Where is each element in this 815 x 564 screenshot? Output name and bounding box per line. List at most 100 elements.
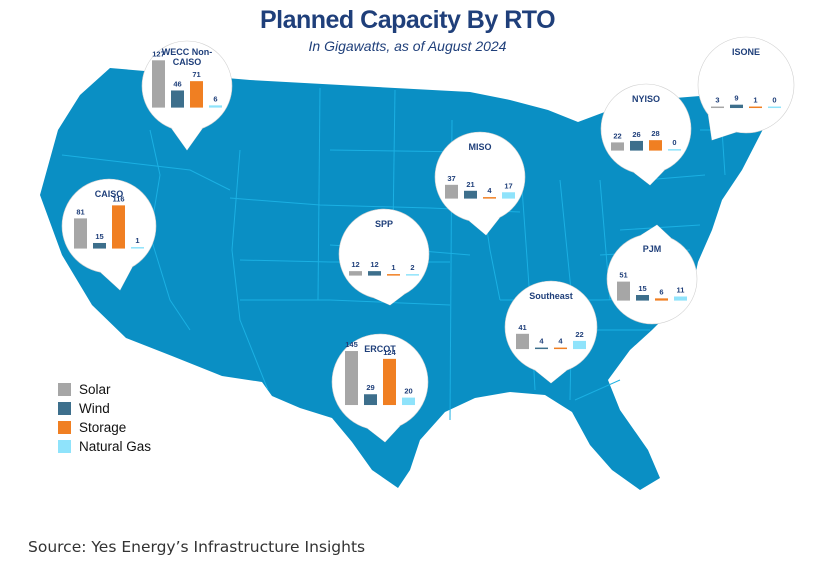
region-label-caiso: CAISO — [95, 189, 124, 199]
bar-isone-wind — [730, 104, 743, 109]
value-label-pjm-solar: 51 — [619, 271, 627, 280]
value-label-ercot-storage: 124 — [383, 348, 396, 357]
region-label-wecc-non-caiso: WECC Non-CAISO — [162, 47, 213, 67]
bar-ercot-natural-gas — [402, 397, 415, 406]
bubble-ercot: ERCOT 145 29 124 20 — [331, 333, 429, 443]
value-label-pjm-storage: 6 — [659, 287, 663, 296]
bar-wecc-non-caiso-wind — [171, 90, 184, 108]
bar-caiso-wind — [93, 242, 106, 249]
bar-nyiso-natural-gas — [668, 149, 681, 151]
value-label-miso-natural-gas: 17 — [504, 181, 512, 190]
bubble-isone: ISONE 3 9 1 0 — [697, 36, 795, 141]
value-label-ercot-natural-gas: 20 — [404, 387, 412, 396]
bubble-pointer-fill-nyiso — [633, 170, 665, 185]
legend-item-solar: Solar — [58, 380, 151, 399]
bar-nyiso-solar — [611, 142, 624, 151]
value-label-isone-storage: 1 — [753, 96, 757, 105]
value-label-southeast-wind: 4 — [539, 337, 544, 346]
value-label-spp-wind: 12 — [370, 260, 378, 269]
bar-miso-natural-gas — [502, 192, 515, 199]
legend-label-solar: Solar — [79, 382, 111, 397]
bubble-pointer-fill-wecc-non-caiso — [171, 128, 203, 150]
bar-spp-natural-gas — [406, 274, 419, 276]
bar-pjm-storage — [655, 298, 668, 301]
bar-spp-wind — [368, 271, 381, 276]
legend-item-natural-gas: Natural Gas — [58, 437, 151, 456]
bar-isone-natural-gas — [768, 106, 781, 109]
value-label-miso-solar: 37 — [447, 174, 455, 183]
source-note: Source: Yes Energy’s Infrastructure Insi… — [28, 538, 366, 556]
value-label-pjm-natural-gas: 11 — [677, 286, 685, 295]
value-label-spp-solar: 12 — [351, 260, 359, 269]
region-label-pjm: PJM — [643, 244, 662, 254]
value-label-nyiso-solar: 22 — [613, 131, 621, 140]
value-label-ercot-wind: 29 — [366, 383, 374, 392]
bubble-caiso: CAISO 81 15 116 1 — [61, 178, 157, 291]
legend-swatch-storage — [58, 421, 71, 434]
bubble-pointer-fill-pjm — [640, 225, 672, 239]
bar-spp-storage — [387, 274, 400, 276]
value-label-southeast-natural-gas: 22 — [575, 330, 583, 339]
bar-pjm-natural-gas — [674, 296, 687, 301]
value-label-miso-storage: 4 — [487, 186, 492, 195]
region-label-line-1: WECC Non- — [162, 47, 213, 57]
bubble-circle-isone — [697, 36, 795, 134]
value-label-wecc-non-caiso-solar: 127 — [152, 49, 165, 58]
chart-subtitle: In Gigawatts, as of August 2024 — [308, 38, 507, 54]
bubble-pointer-fill-miso — [469, 217, 500, 235]
value-label-nyiso-wind: 26 — [632, 130, 640, 139]
bar-southeast-storage — [554, 347, 567, 350]
bar-southeast-natural-gas — [573, 340, 586, 350]
bubble-pointer-fill-spp — [373, 294, 405, 305]
bar-pjm-solar — [617, 281, 630, 301]
bar-miso-solar — [445, 184, 458, 199]
bubble-pointer-fill-ercot — [367, 425, 401, 442]
value-label-southeast-storage: 4 — [558, 337, 563, 346]
bar-pjm-wind — [636, 295, 649, 301]
bubble-miso: MISO 37 21 4 17 — [434, 131, 526, 236]
bubble-pointer-fill-caiso — [100, 266, 133, 290]
legend: Solar Wind Storage Natural Gas — [58, 380, 151, 456]
bubble-pointer-fill-southeast — [535, 370, 567, 383]
value-label-wecc-non-caiso-storage: 71 — [192, 70, 200, 79]
bar-nyiso-storage — [649, 140, 662, 151]
value-label-southeast-solar: 41 — [518, 323, 526, 332]
bar-wecc-non-caiso-solar — [152, 60, 165, 108]
bubble-southeast: Southeast 41 4 4 22 — [504, 280, 598, 384]
bar-wecc-non-caiso-natural-gas — [209, 105, 222, 108]
legend-item-storage: Storage — [58, 418, 151, 437]
region-label-ercot: ERCOT — [364, 344, 396, 354]
region-label-miso: MISO — [468, 142, 491, 152]
region-label-nyiso: NYISO — [632, 94, 660, 104]
legend-label-natural-gas: Natural Gas — [79, 439, 152, 454]
bubble-pointer-fill-isone — [708, 114, 737, 140]
bar-isone-storage — [749, 106, 762, 109]
value-label-nyiso-storage: 28 — [651, 129, 659, 138]
bar-ercot-solar — [345, 351, 358, 406]
region-label-line-2: CAISO — [173, 57, 202, 67]
bar-southeast-wind — [535, 347, 548, 350]
value-label-caiso-storage: 116 — [112, 194, 124, 203]
bubble-pjm: PJM 51 15 6 11 — [606, 224, 698, 325]
bar-ercot-wind — [364, 394, 377, 406]
bar-miso-storage — [483, 197, 496, 199]
bar-ercot-storage — [383, 358, 396, 406]
value-label-ercot-solar: 145 — [345, 340, 358, 349]
value-label-wecc-non-caiso-wind: 46 — [173, 79, 181, 88]
region-label-spp: SPP — [375, 219, 393, 229]
bubble-nyiso: NYISO 22 26 28 0 — [600, 83, 692, 186]
value-label-nyiso-natural-gas: 0 — [672, 138, 676, 147]
value-label-spp-storage: 1 — [391, 263, 395, 272]
bar-spp-solar — [349, 271, 362, 276]
bar-caiso-storage — [112, 205, 125, 249]
bar-caiso-solar — [74, 218, 87, 249]
value-label-wecc-non-caiso-natural-gas: 6 — [213, 94, 217, 103]
region-label-isone: ISONE — [732, 47, 760, 57]
bar-southeast-solar — [516, 333, 529, 350]
value-label-pjm-wind: 15 — [638, 284, 646, 293]
bar-isone-solar — [711, 106, 724, 109]
legend-item-wind: Wind — [58, 399, 151, 418]
value-label-caiso-natural-gas: 1 — [135, 236, 139, 245]
region-label-southeast: Southeast — [529, 291, 573, 301]
